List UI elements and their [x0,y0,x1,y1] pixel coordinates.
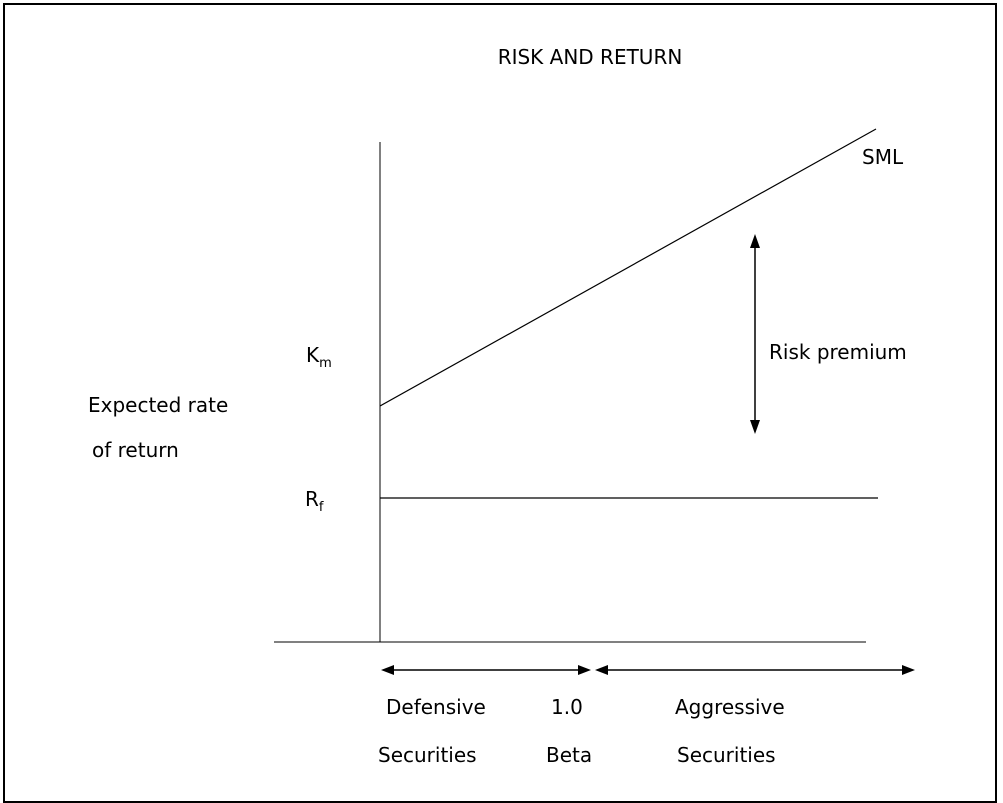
sml-label: SML [862,145,904,169]
beta-axis-label: Beta [546,743,592,767]
aggressive-range-arrow [595,665,915,675]
rf-label: Rf [305,487,324,515]
risk-premium-label: Risk premium [769,340,907,364]
defensive-label-line2: Securities [378,743,477,767]
beta-value-label: 1.0 [551,695,583,719]
aggressive-label-line1: Aggressive [675,695,785,719]
y-axis-label-line1: Expected rate [88,393,228,417]
y-axis-label-line2: of return [92,438,179,462]
sml-line [379,128,877,407]
defensive-label-line1: Defensive [386,695,486,719]
risk-premium-arrow [750,234,760,434]
diagram-title: RISK AND RETURN [498,45,683,69]
km-label: Km [306,343,332,371]
defensive-range-arrow [381,665,591,675]
aggressive-label-line2: Securities [677,743,776,767]
